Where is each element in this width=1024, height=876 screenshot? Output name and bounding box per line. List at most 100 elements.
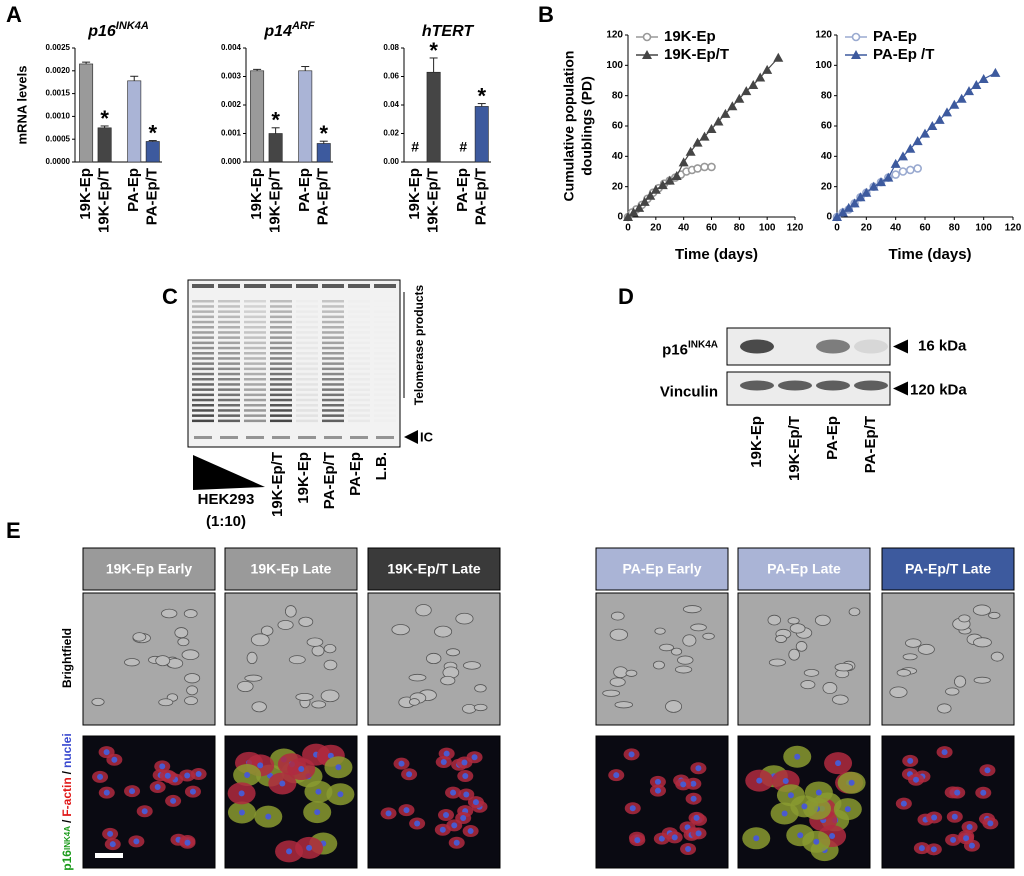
legend-label: PA-Ep /T xyxy=(873,46,934,63)
blot-size: 16 kDa xyxy=(918,337,967,354)
gel-band xyxy=(218,300,240,303)
chart-title: p16INK4A xyxy=(87,20,149,40)
gel-band xyxy=(322,310,344,313)
marker xyxy=(678,157,689,167)
gel-band xyxy=(272,436,290,439)
y-axis-label: doublings (PD) xyxy=(579,76,595,176)
x-axis-label: Time (days) xyxy=(675,246,758,263)
row-label: Brightfield xyxy=(60,628,74,688)
nucleus xyxy=(913,776,920,783)
x-tick-label: PA-Ep/T xyxy=(144,168,161,225)
y-tick-label: 0.04 xyxy=(383,100,399,109)
gel-band xyxy=(374,310,396,313)
stain-part: INK4A xyxy=(63,826,72,850)
gel-band xyxy=(244,419,266,423)
marker xyxy=(832,212,842,221)
y-tick-label: 0.06 xyxy=(383,72,399,81)
cell xyxy=(787,617,800,625)
nucleus xyxy=(463,791,470,798)
marker xyxy=(657,180,668,190)
gel-well xyxy=(348,284,370,288)
cell xyxy=(174,627,189,639)
nucleus xyxy=(931,814,938,821)
nucleus xyxy=(918,845,925,852)
nucleus xyxy=(781,810,788,817)
title-text: p14 xyxy=(263,23,292,40)
nucleus xyxy=(170,797,177,804)
gel-band xyxy=(322,388,344,391)
cell xyxy=(426,652,442,665)
cell xyxy=(902,653,918,661)
gel-band xyxy=(348,394,370,397)
gel-band xyxy=(244,383,266,386)
cell xyxy=(945,687,960,696)
gel-band xyxy=(270,414,292,417)
cell xyxy=(665,700,683,713)
cell xyxy=(473,703,488,712)
cell xyxy=(415,604,432,617)
cell xyxy=(124,658,140,667)
blot-band xyxy=(778,380,812,391)
y-tick-label: 0.00 xyxy=(383,157,399,166)
marker xyxy=(956,93,967,103)
bar xyxy=(97,127,112,163)
x-tick-label: 20 xyxy=(861,223,873,234)
gel-band xyxy=(218,346,240,350)
x-tick-label: 19K-Ep/T xyxy=(267,168,284,233)
y-tick-label: 60 xyxy=(612,121,624,132)
gel-band xyxy=(296,305,318,308)
gel-band xyxy=(348,342,370,345)
nucleus xyxy=(244,772,251,779)
annotation: # xyxy=(411,139,419,155)
gel-band xyxy=(350,436,368,439)
cell xyxy=(613,666,628,679)
marker xyxy=(906,165,915,175)
marker xyxy=(671,171,682,181)
marker xyxy=(699,131,710,141)
gel-band xyxy=(324,436,342,439)
bar xyxy=(426,71,441,163)
x-tick-label: PA-Ep xyxy=(125,168,142,212)
marker xyxy=(713,116,724,126)
arrowhead xyxy=(893,381,908,396)
nucleus xyxy=(103,789,110,796)
gel-well xyxy=(270,284,292,288)
header-box xyxy=(82,547,216,591)
gel-band xyxy=(218,398,240,402)
gel-band xyxy=(348,326,370,329)
gel-band xyxy=(374,352,396,355)
gel-band xyxy=(192,305,214,308)
gel-band xyxy=(192,419,214,423)
gel-band xyxy=(322,378,344,381)
gel-band xyxy=(348,373,370,376)
y-tick-label: 0 xyxy=(826,212,832,223)
gel-band xyxy=(296,404,318,407)
cell xyxy=(244,674,263,682)
y-tick-label: 20 xyxy=(821,181,833,192)
gel-band xyxy=(244,388,266,391)
nucleus xyxy=(690,795,697,802)
x-tick-label: 19K-Ep xyxy=(406,168,423,220)
gel-band xyxy=(244,372,266,376)
marker xyxy=(634,202,645,212)
gel-band xyxy=(270,336,292,339)
y-axis-label: Cumulative population xyxy=(561,51,577,202)
gel-band xyxy=(296,316,318,319)
cell xyxy=(288,655,306,665)
bar xyxy=(268,133,283,163)
header-box xyxy=(367,547,501,591)
panel-label: A xyxy=(6,2,22,27)
gel-band xyxy=(322,372,344,376)
nucleus xyxy=(298,766,305,773)
gel-label: Telomerase products xyxy=(412,284,426,405)
label-text: p16 xyxy=(662,341,688,358)
y-tick-label: 0.001 xyxy=(221,129,242,138)
y-tick-label: 0.0010 xyxy=(46,112,71,121)
gel-band xyxy=(218,404,240,407)
gel-band xyxy=(376,436,394,439)
nucleus xyxy=(844,806,851,813)
y-tick-label: 120 xyxy=(606,30,623,41)
header-box xyxy=(224,547,358,591)
gel-band xyxy=(218,305,240,308)
nucleus xyxy=(129,788,136,795)
